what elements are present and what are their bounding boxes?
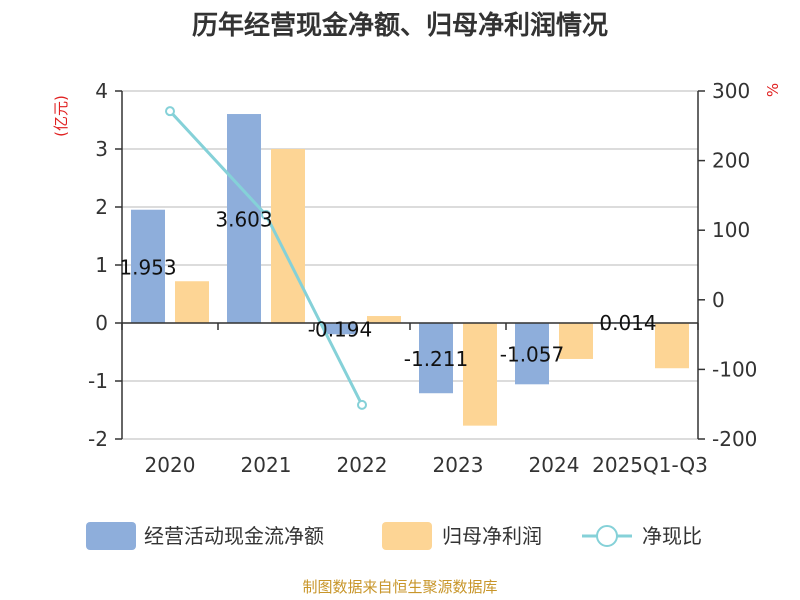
data-label-cash-2025Q1-Q3: 0.014 <box>599 311 656 335</box>
x-tick-label-2025Q1-Q3: 2025Q1-Q3 <box>592 453 708 477</box>
bar-profit-2024 <box>559 323 593 359</box>
gridlines <box>122 90 698 440</box>
data-label-cash-2021: 3.603 <box>215 208 272 232</box>
bar-cash-2023 <box>419 323 453 394</box>
right-tick-label-5: 300 <box>712 79 750 103</box>
left-tick-label-2: 0 <box>95 311 108 335</box>
legend-label-profit: 归母净利润 <box>442 524 542 548</box>
legend-label-ratio: 净现比 <box>642 524 702 548</box>
ratio-line-series <box>165 106 367 410</box>
left-tick-label-0: -2 <box>88 427 108 451</box>
bar-cash-2020 <box>131 209 165 323</box>
source-note: 制图数据来自恒生聚源数据库 <box>302 578 497 596</box>
left-tick-label-3: 1 <box>95 253 108 277</box>
left-tick-label-6: 4 <box>95 79 108 103</box>
legend-swatch-profit <box>382 522 432 550</box>
left-tick-label-1: -1 <box>88 369 108 393</box>
bar-cash-2024 <box>515 323 549 385</box>
axes <box>115 90 705 440</box>
right-tick-label-3: 100 <box>712 218 750 242</box>
bar-profit-2022 <box>367 316 401 323</box>
chart-title: 历年经营现金净额、归母净利润情况 <box>192 10 608 41</box>
ratio-point-2020 <box>165 106 175 117</box>
legend-marker-ratio <box>596 525 618 547</box>
right-axis-unit: % <box>764 83 782 97</box>
x-tick-label-2022: 2022 <box>337 453 388 477</box>
x-tick-label-2020: 2020 <box>145 453 196 477</box>
bar-profit-2025Q1-Q3 <box>655 323 689 369</box>
left-axis-unit: (亿元) <box>52 95 70 137</box>
data-label-cash-2020: 1.953 <box>119 255 176 279</box>
x-tick-label-2021: 2021 <box>241 453 292 477</box>
left-tick-label-4: 2 <box>95 195 108 219</box>
bar-cash-2022 <box>323 323 357 335</box>
data-label-cash-2023: -1.211 <box>404 347 468 371</box>
right-tick-label-4: 200 <box>712 149 750 173</box>
data-label-cash-2022: -0.194 <box>308 318 372 342</box>
right-tick-label-1: -100 <box>712 357 757 381</box>
x-tick-label-2024: 2024 <box>529 453 580 477</box>
legend-swatch-cash <box>86 522 136 550</box>
ratio-point-2022 <box>357 399 367 410</box>
data-label-cash-2024: -1.057 <box>500 343 564 367</box>
ratio-point-2021 <box>261 209 271 220</box>
data-labels: 1.953 3.603 -0.194 -1.211 -1.057 0.014 <box>119 208 656 372</box>
x-tick-label-2023: 2023 <box>433 453 484 477</box>
right-tick-label-0: -200 <box>712 427 757 451</box>
right-tick-label-2: 0 <box>712 288 725 312</box>
bar-profit-2020 <box>175 281 209 323</box>
tick-labels: -2 -1 0 1 2 3 4 -200 -100 0 100 200 300 2020 2021 2022 2… <box>88 79 757 477</box>
bar-profit-2023 <box>463 323 497 426</box>
left-tick-label-5: 3 <box>95 137 108 161</box>
ratio-line <box>168 110 364 406</box>
legend: 经营活动现金流净额 归母净利润 净现比 <box>86 522 702 550</box>
legend-label-cash: 经营活动现金流净额 <box>144 524 324 548</box>
bar-cash-2021 <box>227 114 261 323</box>
bar-series <box>131 114 689 426</box>
